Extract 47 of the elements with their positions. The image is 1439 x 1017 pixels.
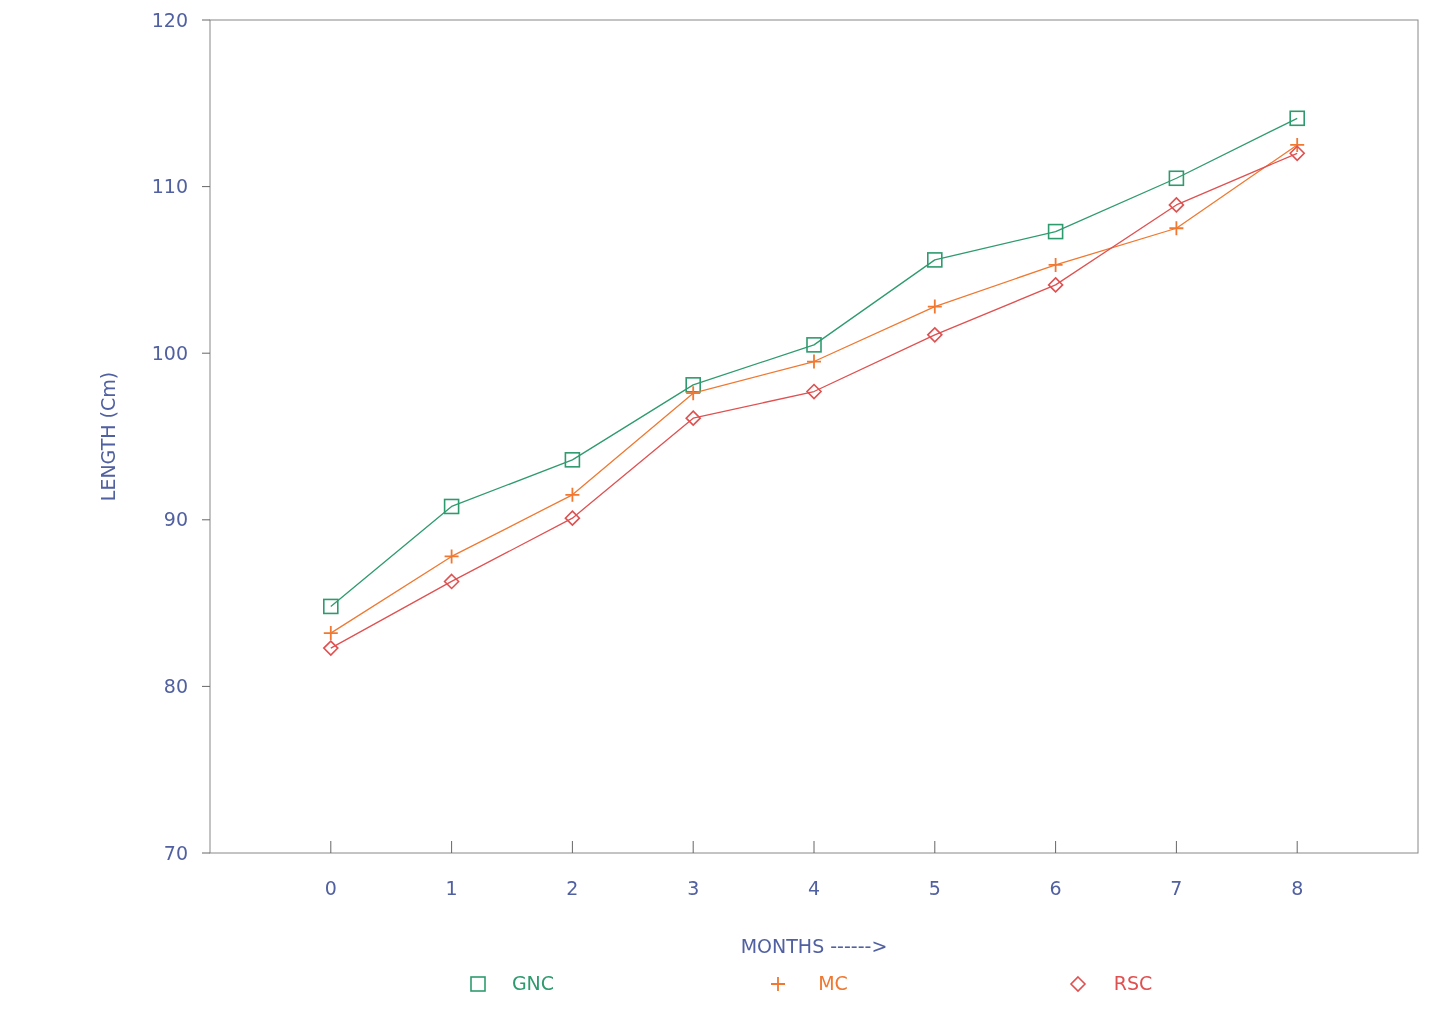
point (323, 640, 339, 656)
point (1168, 220, 1185, 237)
point (1168, 170, 1185, 187)
y-tick-label: 90 (163, 508, 188, 531)
point (1047, 277, 1064, 293)
x-tick-label: 3 (687, 877, 700, 899)
point (1289, 137, 1306, 153)
point (685, 377, 701, 393)
point (564, 510, 581, 526)
point (443, 573, 460, 590)
x-axis-title: MONTHS ------> (740, 935, 888, 957)
point (926, 298, 943, 315)
point (806, 337, 822, 353)
y-tick-label: 110 (151, 175, 188, 198)
x-tick-label: 7 (1170, 877, 1183, 899)
point (685, 385, 702, 402)
point (927, 252, 943, 268)
point (443, 548, 460, 565)
point (323, 598, 339, 615)
point (1289, 145, 1305, 162)
y-tick-label: 70 (163, 841, 188, 864)
point (806, 383, 822, 400)
point (927, 327, 943, 343)
y-tick-label: 100 (151, 341, 188, 364)
x-tick-label: 8 (1291, 877, 1304, 899)
point (322, 625, 339, 641)
legend-label: RSC (1113, 972, 1153, 994)
x-tick-label: 1 (445, 877, 458, 899)
point (1047, 257, 1064, 273)
x-tick-label: 5 (928, 877, 941, 899)
point (564, 486, 581, 503)
point (685, 410, 701, 426)
point (564, 452, 581, 468)
y-axis-title: LENGTH (Cm) (97, 371, 119, 502)
y-tick-label: 80 (163, 675, 188, 698)
point (443, 498, 460, 515)
point (806, 353, 822, 370)
legend-label: MC (818, 972, 848, 994)
x-tick-label: 2 (566, 877, 579, 899)
legend-label: GNC (511, 972, 555, 994)
point (1168, 197, 1185, 213)
x-tick-label: 6 (1049, 877, 1062, 899)
y-tick-label: 120 (151, 8, 188, 31)
x-tick-label: 4 (807, 877, 821, 899)
point (1047, 223, 1064, 240)
point (1289, 110, 1305, 127)
x-tick-label: 0 (324, 877, 337, 899)
